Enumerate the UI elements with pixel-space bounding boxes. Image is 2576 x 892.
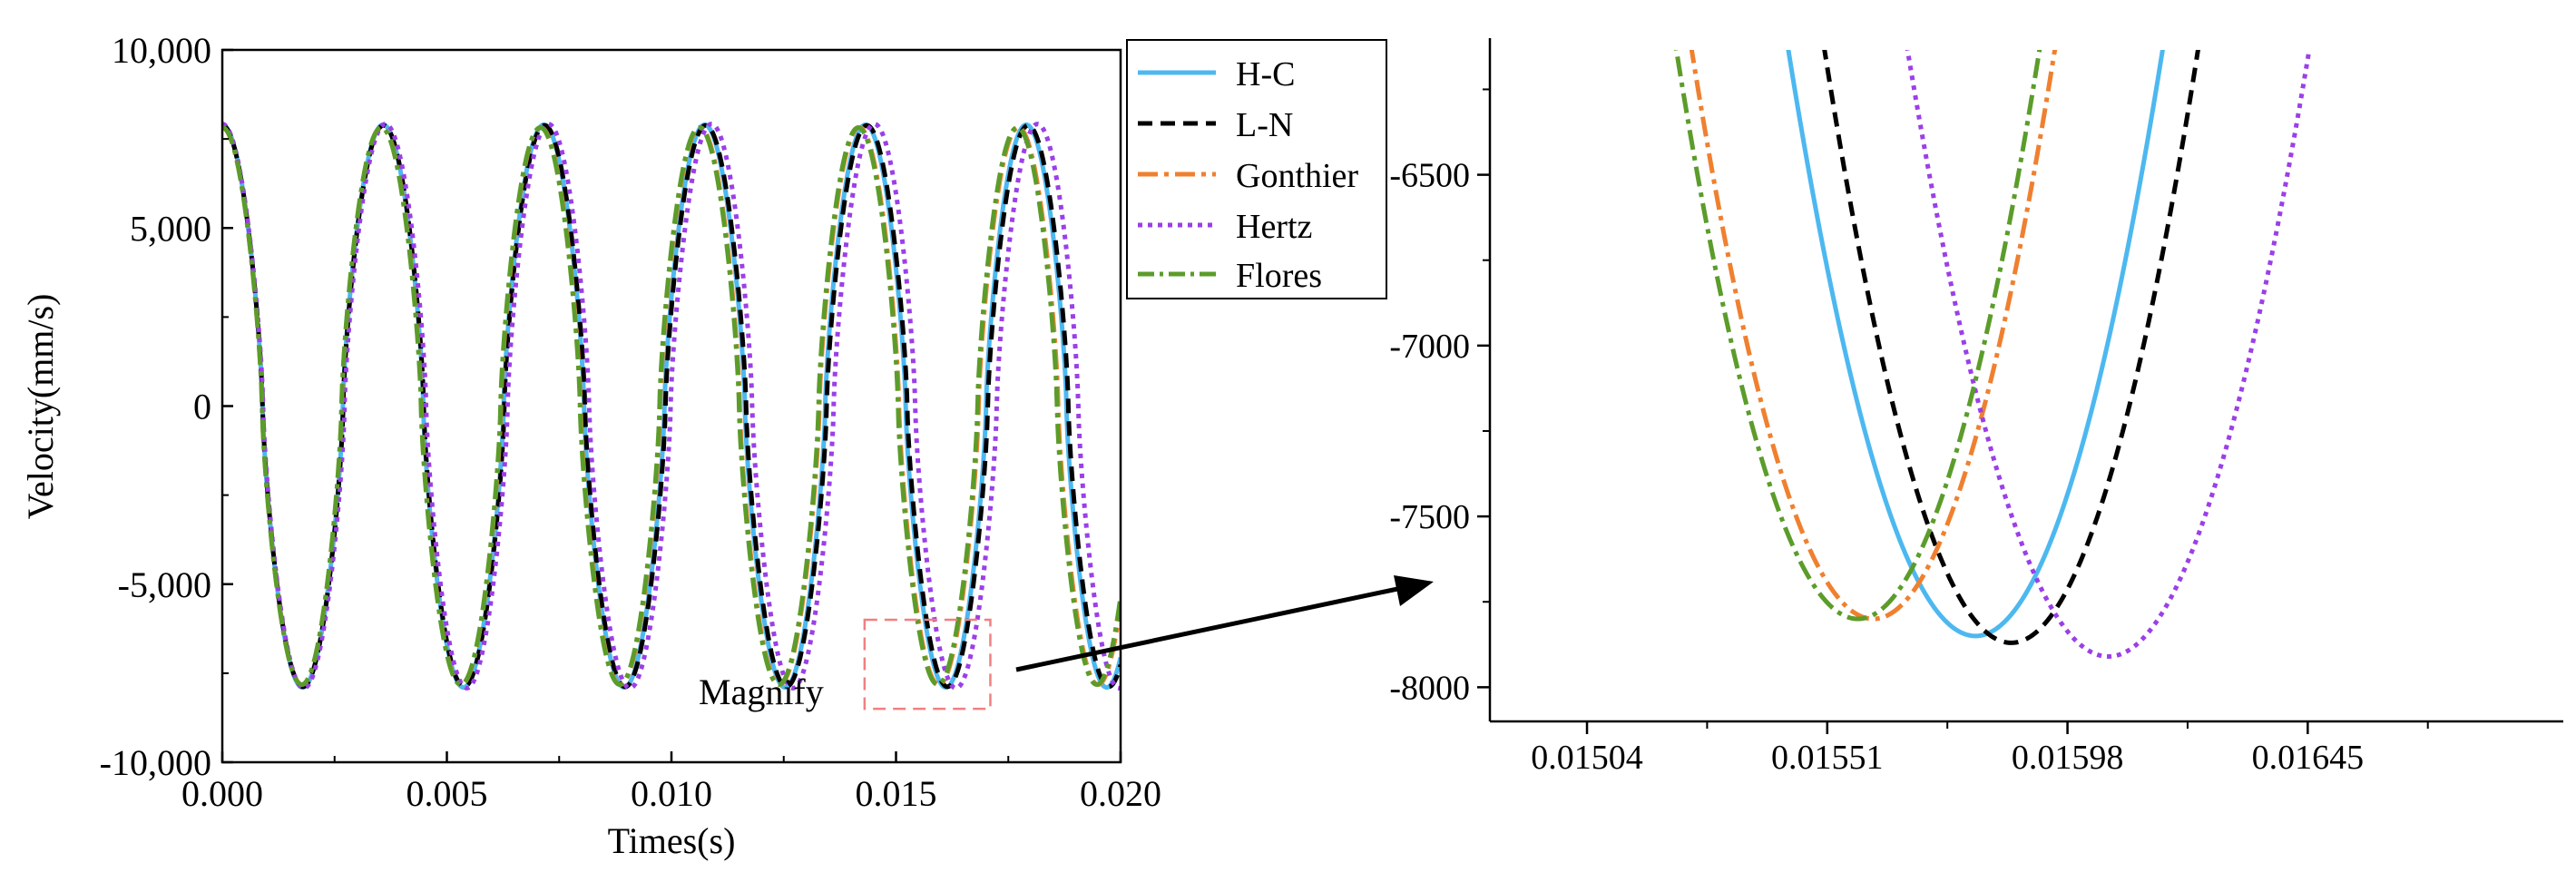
main-series-flores: [222, 125, 1121, 687]
main-velocity-plot: 0.000 0.005 0.010 0.015 0.020 -10,000 -5,000 0 5…: [20, 30, 1161, 861]
legend-item-hertz: Hertz: [1138, 208, 1312, 246]
zoom-series-h-c: [1786, 50, 2165, 639]
legend-item-ln: L-N: [1138, 106, 1293, 144]
zoom-y-tick-label: -7500: [1389, 498, 1470, 536]
main-x-tick-label: 0.000: [181, 773, 263, 814]
legend-label-hertz: Hertz: [1236, 208, 1312, 246]
legend-item-flores: Flores: [1138, 257, 1322, 295]
magnify-region-box: [863, 618, 992, 711]
zoom-x-tick-label: 0.01645: [2252, 739, 2365, 777]
main-x-tick-label: 0.010: [631, 773, 712, 814]
zoom-series-gonthier: [1689, 50, 2058, 622]
zoom-series-l-n: [1822, 50, 2200, 645]
main-y-tick-label: -5,000: [118, 564, 211, 605]
zoom-series-group: [1673, 50, 2312, 659]
main-x-tick-label: 0.020: [1080, 773, 1161, 814]
main-x-tick-label: 0.015: [856, 773, 937, 814]
legend-label-gonthier: Gonthier: [1236, 157, 1358, 195]
main-x-axis-label: Times(s): [608, 820, 736, 861]
magnify-arrow-head: [1394, 575, 1434, 606]
zoom-x-tick-label: 0.01504: [1531, 739, 1643, 777]
legend-label-flores: Flores: [1236, 257, 1322, 295]
legend-label-hc: H-C: [1236, 55, 1295, 93]
main-series-hertz: [222, 122, 1121, 691]
main-y-tick-label: -10,000: [100, 742, 211, 783]
zoomed-velocity-plot: 0.01504 0.01551 0.01598 0.01645 -6500 -7000 -7…: [1389, 38, 2563, 777]
main-axis-ticks: 0.000 0.005 0.010 0.015 0.020 -10,000 -5,000 0 5…: [100, 30, 1161, 814]
legend-box: [1126, 39, 1387, 299]
zoom-y-tick-label: -7000: [1389, 328, 1470, 366]
legend: H-C L-N Gonthier Hertz Flores: [1126, 39, 1387, 299]
main-y-tick-label: 0: [193, 387, 211, 427]
magnify-arrow-shaft: [1015, 585, 1403, 672]
main-y-axis-label: Velocity(mm/s): [20, 294, 61, 520]
zoom-x-tick-label: 0.01551: [1771, 739, 1884, 777]
main-x-tick-label: 0.005: [406, 773, 488, 814]
zoom-y-tick-label: -6500: [1389, 157, 1470, 195]
main-y-tick-label: 10,000: [112, 30, 211, 71]
zoom-y-tick-label: -8000: [1389, 669, 1470, 707]
zoom-x-tick-label: 0.01598: [2012, 739, 2124, 777]
legend-item-gonthier: Gonthier: [1138, 157, 1358, 195]
zoom-series-hertz: [1905, 50, 2312, 659]
main-series-group: [222, 122, 1121, 691]
zoom-series-flores: [1673, 50, 2042, 622]
magnify-annotation: Magnify: [699, 671, 824, 712]
legend-label-ln: L-N: [1236, 106, 1293, 144]
zoom-axis-ticks: 0.01504 0.01551 0.01598 0.01645 -6500 -7000 -7…: [1389, 88, 2429, 777]
main-y-tick-label: 5,000: [130, 208, 211, 249]
legend-item-hc: H-C: [1138, 55, 1295, 93]
